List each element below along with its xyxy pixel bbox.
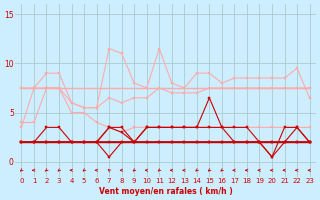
X-axis label: Vent moyen/en rafales ( km/h ): Vent moyen/en rafales ( km/h ) [99, 187, 232, 196]
